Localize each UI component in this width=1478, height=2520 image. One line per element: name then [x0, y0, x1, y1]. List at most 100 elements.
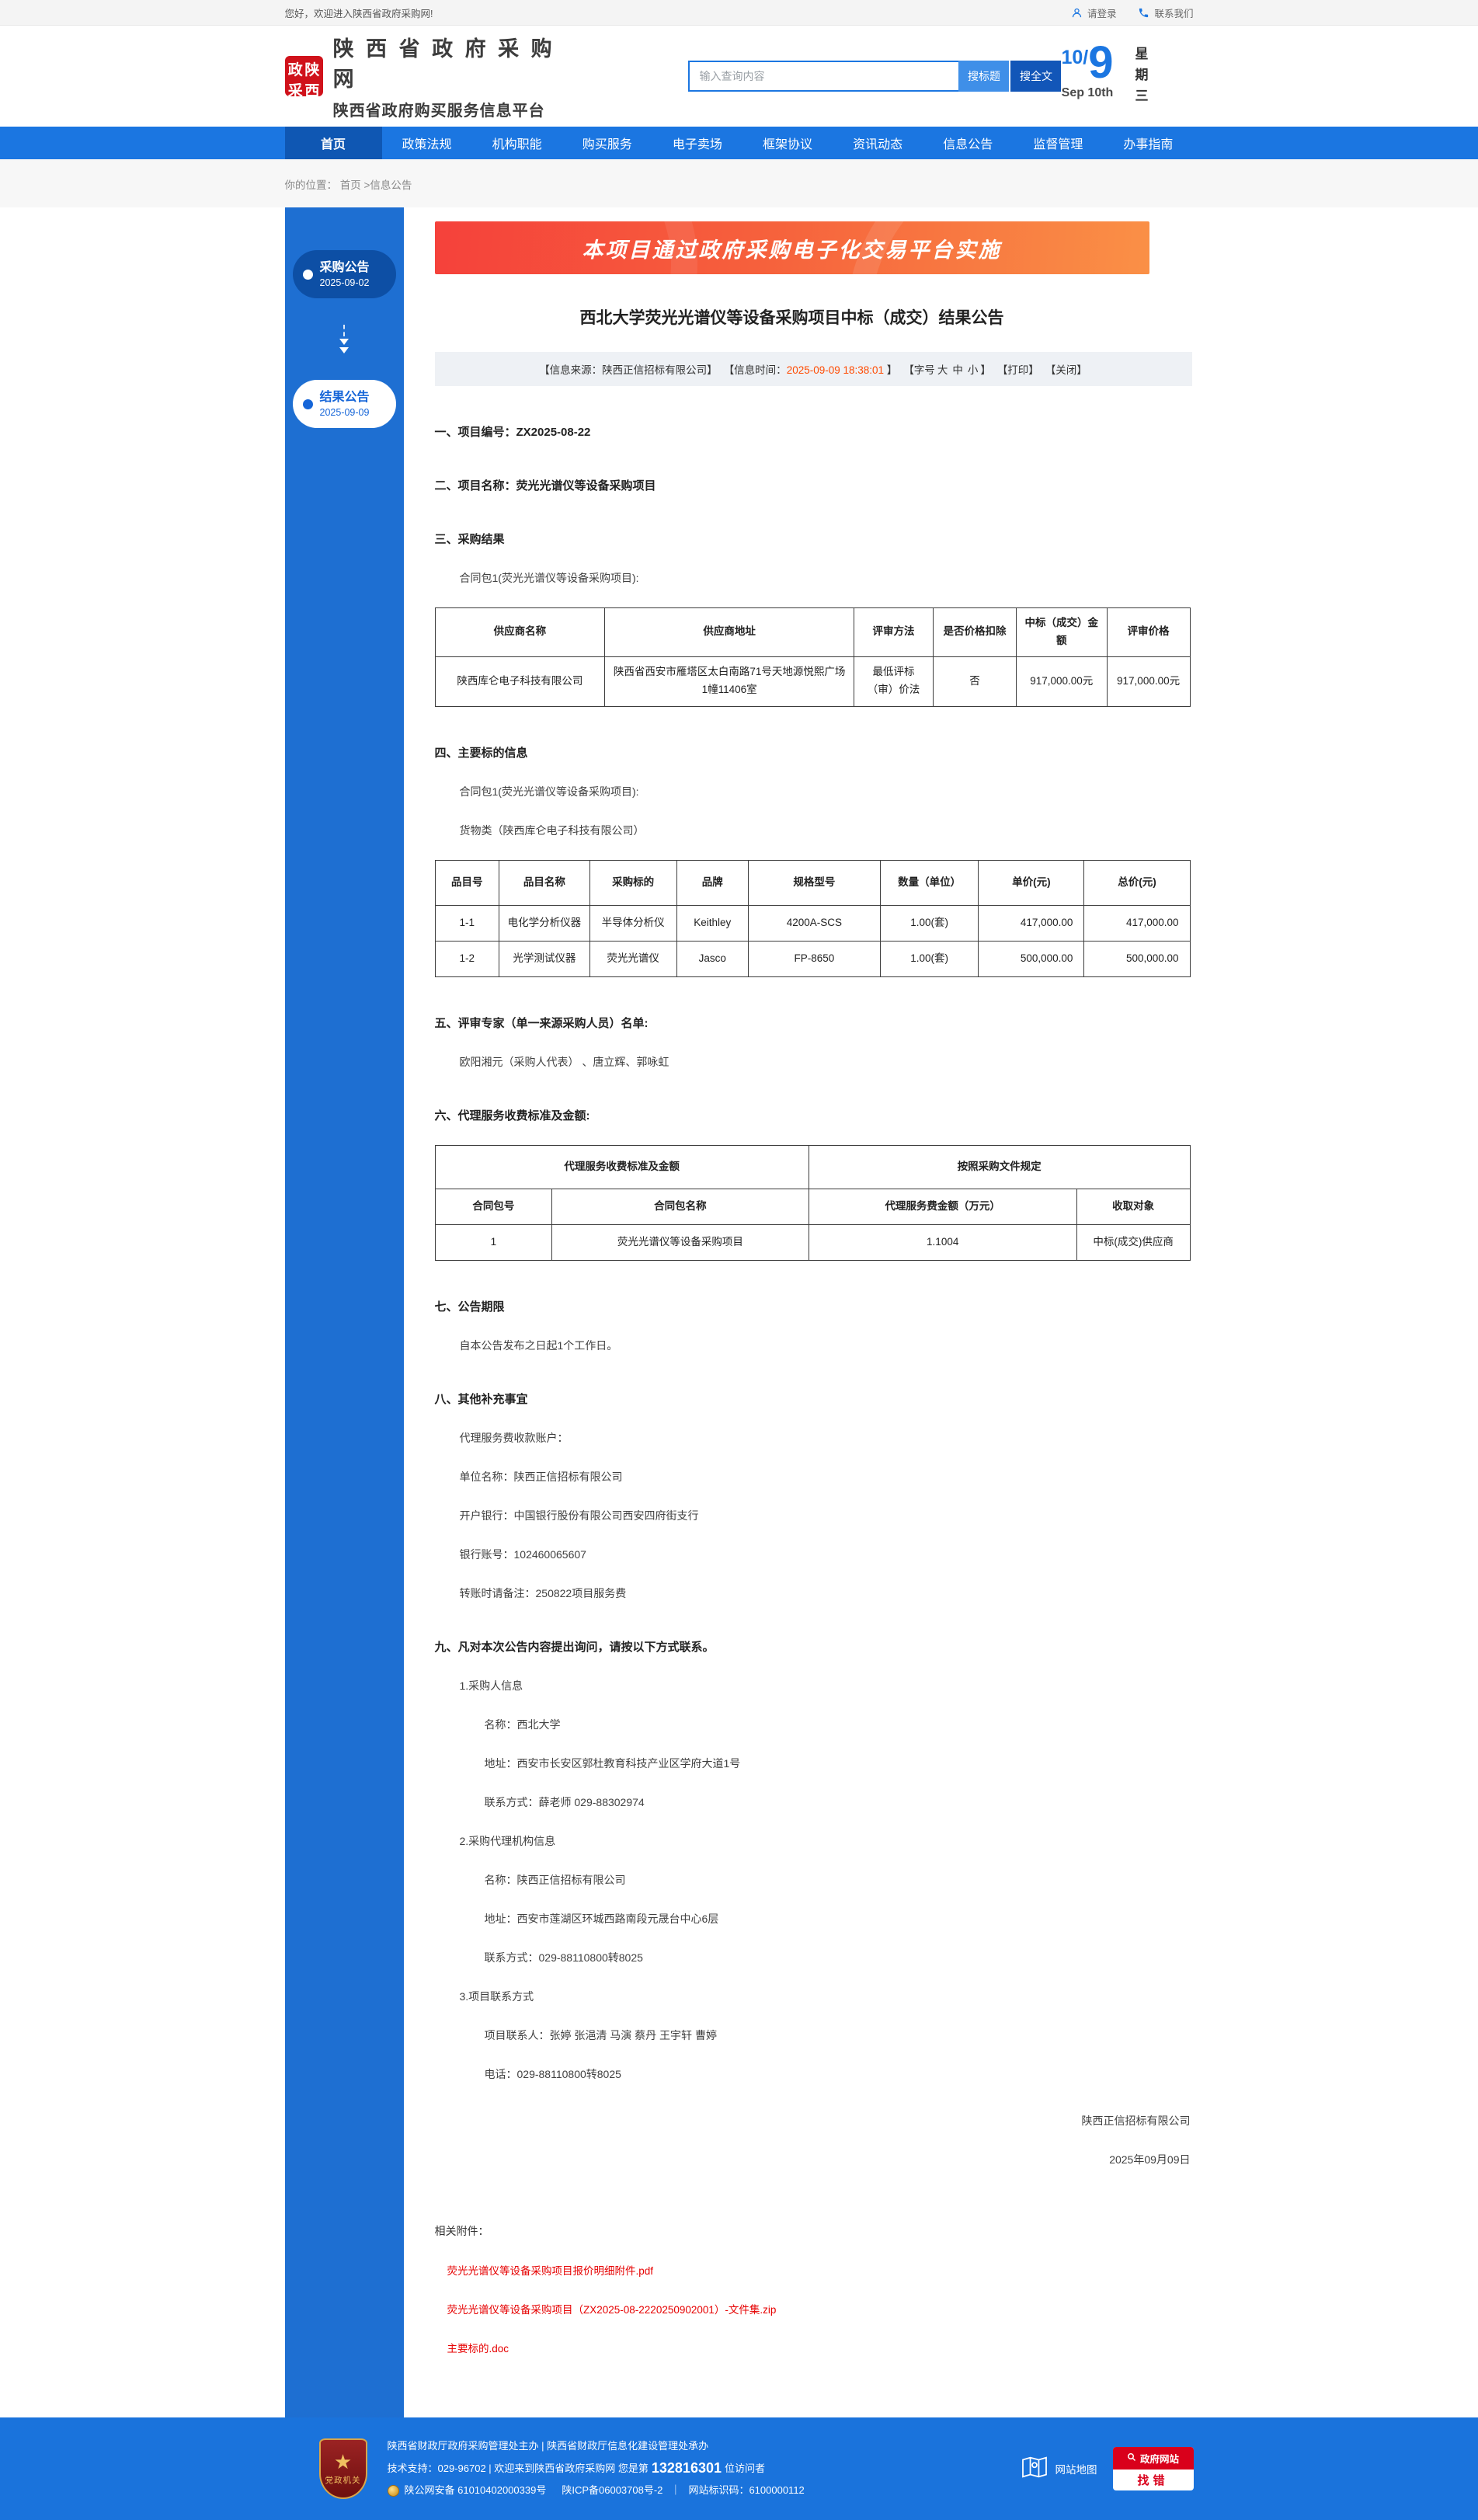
section-project-number: 一、项目编号：ZX2025-08-22 [434, 426, 591, 439]
sitemap-link[interactable]: 网站地图 [1021, 2456, 1097, 2481]
col-header: 合同包名称 [551, 1188, 809, 1225]
account-note: 代理服务费收款账户： [459, 1431, 569, 1444]
icp-record: 陕ICP备06003708号-2 [562, 2484, 663, 2497]
search-input[interactable] [688, 61, 959, 92]
signature-block: 陕西正信招标有限公司 2025年09月09日 [435, 2113, 1192, 2167]
user-icon [1071, 7, 1083, 19]
contact-link[interactable]: 联系我们 [1138, 5, 1194, 20]
search-group: 搜标题 搜全文 [688, 61, 1062, 92]
font-size-small-link[interactable]: 小 [967, 364, 979, 376]
nav-item-news[interactable]: 资讯动态 [853, 138, 903, 151]
attachments-title: 相关附件： [434, 2224, 489, 2237]
nav-item-policy[interactable]: 政策法规 [402, 138, 452, 151]
security-record: 陕公网安备 61010402000339号 [404, 2484, 547, 2497]
cell-total-price: 500,000.00 [1083, 940, 1191, 977]
article-meta-bar: 【信息来源：陕西正信招标有限公司】 【信息时间：2025-09-09 18:38… [434, 352, 1192, 386]
gov-site-error-report-badge[interactable]: 政府网站 找错 [1112, 2446, 1194, 2490]
project-contact-title: 3.项目联系方式 [459, 1989, 534, 2003]
col-header: 单价(元) [978, 859, 1085, 906]
attachment-pdf-link[interactable]: 荧光光谱仪等设备采购项目报价明细附件.pdf [447, 2264, 654, 2277]
col-header: 评审价格 [1106, 607, 1191, 657]
col-header: 代理服务费金额（万元） [808, 1188, 1077, 1225]
col-header: 规格型号 [747, 859, 881, 906]
timeline-sidebar: 采购公告 2025-09-02 结果公告 2025-09-09 [284, 207, 404, 2417]
platform-banner: 本项目通过政府采购电子化交易平台实施 [434, 221, 1149, 274]
logo-char: 陕 [304, 62, 320, 78]
attachment-doc-link[interactable]: 主要标的.doc [447, 2342, 509, 2355]
site-logo[interactable]: 政 陕 采 西 陕 西 省 政 府 采 购 网 陕西省政府购买服务信息平台 [284, 32, 572, 120]
cell-package-name: 荧光光谱仪等设备采购项目 [551, 1223, 809, 1261]
nav-item-supervision[interactable]: 监督管理 [1033, 138, 1083, 151]
welcome-text: 您好，欢迎进入陕西省政府采购网! [284, 8, 433, 19]
magnifier-icon [1127, 2452, 1136, 2464]
agency-info-title: 2.采购代理机构信息 [459, 1834, 556, 1847]
nav-item-home[interactable]: 首页 [284, 127, 382, 159]
col-header: 品目名称 [499, 859, 590, 906]
date-weekday: 星期三 [1132, 46, 1148, 110]
package-label: 合同包1(荧光光谱仪等设备采购项目): [459, 572, 639, 584]
cell-item-name: 光学测试仪器 [499, 940, 590, 977]
login-link[interactable]: 请登录 [1071, 5, 1116, 20]
nav-item-guide[interactable]: 办事指南 [1123, 138, 1174, 151]
cell-supplier-address: 陕西省西安市雁塔区太白南路71号天地源悦熙广场1幢11406室 [604, 656, 854, 707]
cell-quantity: 1.00(套) [879, 904, 979, 942]
cell-review-method: 最低评标（审）价法 [853, 656, 934, 707]
content: 采购公告 2025-09-02 结果公告 2025-09-09 本项目通过政府采… [284, 207, 1194, 2417]
logo-seal-icon: 政 陕 采 西 [284, 56, 323, 99]
account-bank: 开户银行：中国银行股份有限公司西安四府街支行 [459, 1509, 699, 1522]
logo-char: 政 [287, 62, 303, 78]
breadcrumb-home-link[interactable]: 首页 [339, 179, 361, 191]
header: 政 陕 采 西 陕 西 省 政 府 采 购 网 陕西省政府购买服务信息平台 搜标… [0, 26, 1478, 127]
footer-hosting-line: 陕西省财政厅政府采购管理处主办 | 陕西省财政厅信息化建设管理处承办 [387, 2440, 709, 2452]
col-header: 收取对象 [1076, 1188, 1191, 1225]
cell-award-amount: 917,000.00元 [1015, 656, 1108, 707]
nav-item-functions[interactable]: 机构职能 [492, 138, 542, 151]
step-date: 2025-09-02 [319, 277, 370, 289]
article-main: 本项目通过政府采购电子化交易平台实施 西北大学荧光光谱仪等设备采购项目中标（成交… [403, 207, 1194, 2417]
section-procurement-result: 三、采购结果 [434, 533, 505, 546]
cell-subject: 半导体分析仪 [589, 904, 677, 942]
nav-item-framework[interactable]: 框架协议 [762, 138, 812, 151]
footer-support-line: 技术支持：029-96702 | 欢迎来到陕西省政府采购网 您是第 132816… [388, 2459, 805, 2478]
breadcrumb-prefix: 你的位置： [284, 179, 338, 191]
print-link[interactable]: 【打印】 [996, 364, 1039, 376]
font-size-medium-link[interactable]: 中 [952, 364, 963, 376]
sitemap-label: 网站地图 [1055, 2463, 1097, 2476]
search-title-button[interactable]: 搜标题 [958, 61, 1010, 92]
table-row: 1-2 光学测试仪器 荧光光谱仪 Jasco FP-8650 1.00(套) 5… [434, 940, 1191, 977]
table-header-row: 品目号 品目名称 采购标的 品牌 规格型号 数量（单位） 单价(元) 总价(元) [434, 859, 1191, 906]
cell-review-price: 917,000.00元 [1106, 656, 1191, 707]
font-size-large-link[interactable]: 大 [937, 364, 948, 376]
footer-license-line: 陕公网安备 61010402000339号 陕ICP备06003708号-2 ｜… [387, 2483, 805, 2497]
date-day: 9 [1088, 37, 1114, 88]
party-gov-badge-label: 党政机关 [325, 2475, 361, 2485]
attachment-zip-link[interactable]: 荧光光谱仪等设备采购项目（ZX2025-08-2220250902001）-文件… [447, 2303, 777, 2316]
col-header: 是否价格扣除 [933, 607, 1017, 657]
timeline-step-purchase-announcement[interactable]: 采购公告 2025-09-02 [292, 250, 396, 298]
party-gov-badge-icon: ★ 党政机关 [318, 2438, 367, 2499]
agency-name: 名称：陕西正信招标有限公司 [484, 1873, 626, 1886]
section-experts: 五、评审专家（单一来源采购人员）名单: [434, 1016, 649, 1030]
cell-item-no: 1-1 [434, 904, 500, 942]
agency-fee-table: 代理服务收费标准及金额 按照采购文件规定 合同包号 合同包名称 代理服务费金额（… [434, 1144, 1191, 1261]
cell-fee-payer: 中标(成交)供应商 [1076, 1223, 1191, 1261]
cell-item-no: 1-2 [434, 940, 500, 977]
timeline-step-result-announcement[interactable]: 结果公告 2025-09-09 [292, 380, 396, 428]
table-row: 陕西库仑电子科技有限公司 陕西省西安市雁塔区太白南路71号天地源悦熙广场1幢11… [434, 656, 1191, 707]
nav-item-e-market[interactable]: 电子卖场 [672, 138, 722, 151]
map-icon [1021, 2456, 1048, 2481]
nav-item-announcements[interactable]: 信息公告 [943, 138, 993, 151]
cell-model: 4200A-SCS [747, 904, 881, 942]
topbar: 您好，欢迎进入陕西省政府采购网! 请登录 联系我们 [0, 0, 1478, 26]
col-header: 品目号 [434, 859, 500, 906]
topbar-links: 请登录 联系我们 [1071, 5, 1194, 20]
search-fulltext-button[interactable]: 搜全文 [1010, 61, 1062, 92]
nav-item-purchase-service[interactable]: 购买服务 [582, 138, 632, 151]
cell-model: FP-8650 [747, 940, 881, 977]
close-link[interactable]: 【关闭】 [1045, 364, 1087, 376]
step-date: 2025-09-09 [319, 407, 370, 419]
col-header: 总价(元) [1083, 859, 1191, 906]
date-block: 10/9 Sep 10th 星期三 [1061, 40, 1193, 110]
cell-supplier-name: 陕西库仑电子科技有限公司 [434, 656, 606, 707]
